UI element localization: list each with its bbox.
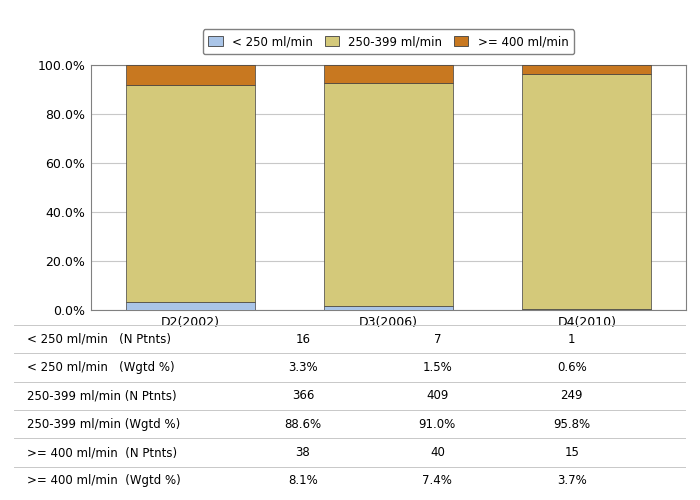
Text: 8.1%: 8.1% bbox=[288, 474, 318, 488]
Text: 7: 7 bbox=[433, 332, 441, 345]
Text: 95.8%: 95.8% bbox=[553, 418, 590, 430]
Text: 91.0%: 91.0% bbox=[419, 418, 456, 430]
Text: 88.6%: 88.6% bbox=[284, 418, 321, 430]
Bar bbox=[522, 74, 651, 308]
Bar bbox=[324, 306, 453, 310]
Text: 16: 16 bbox=[295, 332, 311, 345]
Bar bbox=[324, 65, 453, 84]
Text: 250-399 ml/min (N Ptnts): 250-399 ml/min (N Ptnts) bbox=[27, 390, 177, 402]
Text: 1.5%: 1.5% bbox=[423, 361, 452, 374]
Text: 1: 1 bbox=[568, 332, 575, 345]
Text: 15: 15 bbox=[564, 446, 579, 459]
Text: 3.3%: 3.3% bbox=[288, 361, 318, 374]
Bar bbox=[126, 85, 255, 302]
Text: 366: 366 bbox=[292, 390, 314, 402]
Bar bbox=[126, 302, 255, 310]
Bar bbox=[324, 84, 453, 306]
Text: >= 400 ml/min  (Wgtd %): >= 400 ml/min (Wgtd %) bbox=[27, 474, 181, 488]
Text: < 250 ml/min   (N Ptnts): < 250 ml/min (N Ptnts) bbox=[27, 332, 172, 345]
Text: 7.4%: 7.4% bbox=[422, 474, 452, 488]
Text: 250-399 ml/min (Wgtd %): 250-399 ml/min (Wgtd %) bbox=[27, 418, 181, 430]
Text: 40: 40 bbox=[430, 446, 444, 459]
Text: 249: 249 bbox=[561, 390, 583, 402]
Text: 409: 409 bbox=[426, 390, 449, 402]
Bar bbox=[522, 65, 651, 74]
Bar bbox=[126, 65, 255, 85]
Text: < 250 ml/min   (Wgtd %): < 250 ml/min (Wgtd %) bbox=[27, 361, 175, 374]
Text: 38: 38 bbox=[295, 446, 310, 459]
Text: >= 400 ml/min  (N Ptnts): >= 400 ml/min (N Ptnts) bbox=[27, 446, 178, 459]
Text: 3.7%: 3.7% bbox=[557, 474, 587, 488]
Legend: < 250 ml/min, 250-399 ml/min, >= 400 ml/min: < 250 ml/min, 250-399 ml/min, >= 400 ml/… bbox=[202, 30, 575, 54]
Bar bbox=[522, 308, 651, 310]
Text: 0.6%: 0.6% bbox=[557, 361, 587, 374]
